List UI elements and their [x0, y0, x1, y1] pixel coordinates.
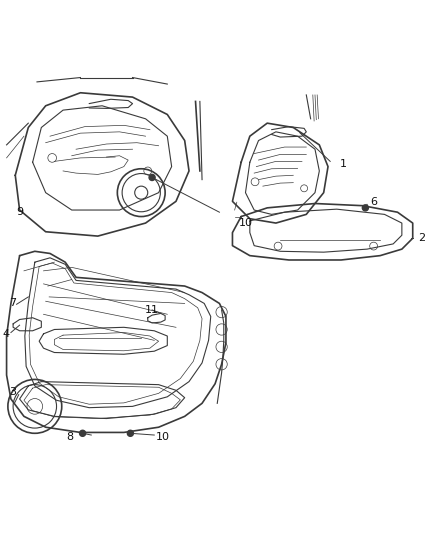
Text: 4: 4 [2, 329, 9, 339]
Text: 6: 6 [370, 197, 377, 207]
Circle shape [149, 174, 155, 181]
Text: 8: 8 [66, 432, 73, 442]
Text: 2: 2 [418, 233, 425, 243]
Text: 11: 11 [145, 305, 159, 315]
Text: 1: 1 [340, 159, 347, 169]
Text: 3: 3 [10, 386, 17, 397]
Text: 9: 9 [16, 207, 23, 217]
Text: 7: 7 [10, 298, 17, 309]
Text: 10: 10 [156, 432, 170, 442]
Circle shape [362, 205, 368, 211]
Text: 10: 10 [238, 218, 252, 228]
Circle shape [80, 430, 86, 437]
Circle shape [127, 430, 134, 437]
